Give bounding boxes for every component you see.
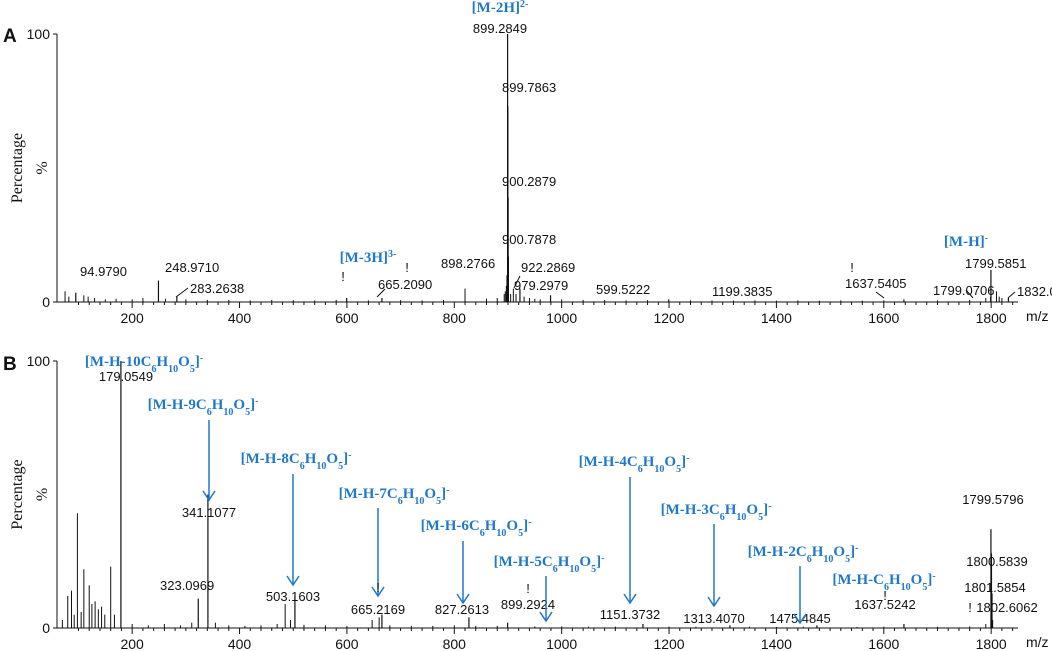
peak-label: 248.9710: [165, 260, 219, 275]
peak-label: 1637.5405: [845, 276, 906, 291]
peak-label: 94.9790: [80, 264, 127, 279]
leader-line: [1007, 291, 1016, 299]
arrow-head: [202, 490, 216, 502]
y-axis-symbol: %: [34, 488, 51, 501]
x-tick-label: 1200: [653, 310, 684, 326]
x-tick-label: 600: [335, 636, 359, 651]
peak-label: 1799.5796: [962, 492, 1023, 507]
peak-label: 898.2766: [441, 256, 495, 271]
x-tick-label: 1800: [976, 636, 1007, 651]
arrow-head: [456, 593, 470, 605]
y-axis-symbol: %: [34, 161, 51, 174]
ion-annotation: [M-3H]3-: [340, 249, 397, 267]
arrow-head: [286, 575, 300, 587]
leader-line: [376, 288, 386, 298]
exclamation-mark: !: [883, 588, 887, 603]
x-tick-label: 400: [228, 636, 252, 651]
x-tick-label: 800: [443, 636, 467, 651]
x-tick-label: 800: [443, 310, 467, 326]
fragment-annotation: [M-H-6C6H10O5]-: [421, 517, 532, 539]
x-tick-label: 1000: [546, 636, 577, 651]
ion-annotation: [M-2H]2-: [472, 0, 529, 16]
fragment-annotation: [M-H-7C6H10O5]-: [339, 485, 450, 507]
peak-label: 179.0549: [99, 369, 153, 384]
peak-label: 665.2169: [351, 602, 405, 617]
x-tick-label: 200: [120, 310, 144, 326]
leader-line: [513, 275, 521, 289]
panel-b: B 0 100 Percentage % 200 400 600 800 1000 1200 1400…: [3, 353, 1049, 651]
exclamation-mark: !: [405, 260, 409, 275]
fragment-annotation: [M-H-8C6H10O5]-: [241, 450, 352, 472]
peak-label: 1802.6062: [976, 600, 1037, 615]
fragment-annotation: [M-H-9C6H10O5]-: [148, 396, 259, 418]
peak-label: 1800.5839: [966, 554, 1027, 569]
fragment-annotation: [M-H-2C6H10O5]-: [748, 543, 859, 565]
peak-label: 1799.5851: [965, 256, 1026, 271]
x-tick-label: 200: [120, 636, 144, 651]
arrow-head: [623, 593, 637, 605]
fragment-annotation: [M-H-10C6H10O5]-: [85, 353, 203, 375]
arrow-head: [793, 613, 807, 625]
fragment-annotation: [M-H-3C6H10O5]-: [661, 501, 772, 523]
y-axis-label: Percentage: [9, 459, 26, 529]
fragment-annotation: [M-H-C6H10O5]-: [832, 571, 935, 593]
fragment-annotation: [M-H-5C6H10O5]-: [494, 553, 605, 575]
x-tick-label: 1000: [546, 310, 577, 326]
y-tick-label: 100: [27, 26, 51, 42]
x-tick-label: 1400: [761, 636, 792, 651]
exclamation-mark: !: [850, 260, 854, 275]
leader-line: [875, 291, 885, 299]
peak-label: 1832.0833: [1017, 284, 1052, 299]
peak-label: 283.2638: [190, 281, 244, 296]
exclamation-mark: !: [968, 600, 972, 615]
peak-label: 899.2924: [501, 597, 555, 612]
peak-label: 899.2849: [473, 21, 527, 36]
peak-label: 899.7863: [502, 80, 556, 95]
x-axis-label: m/z: [1026, 634, 1049, 650]
peak-label: 900.2879: [502, 174, 556, 189]
arrow-head: [539, 611, 553, 623]
peak-label: 1801.5854: [964, 580, 1025, 595]
peak-label: 323.0969: [160, 578, 214, 593]
x-tick-label: 1800: [976, 310, 1007, 326]
y-tick-label: 0: [42, 294, 50, 310]
panel-letter: B: [3, 354, 17, 375]
peak-label: 1637.5242: [854, 597, 915, 612]
x-axis-label: m/z: [1026, 308, 1049, 324]
x-tick-label: 400: [228, 310, 252, 326]
x-tick-label: 600: [335, 310, 359, 326]
fragment-annotation: [M-H-4C6H10O5]-: [579, 453, 690, 475]
y-tick-label: 0: [42, 620, 50, 636]
peak-label: 1151.3732: [600, 607, 661, 622]
peak-label: 922.2869: [521, 260, 575, 275]
y-tick-label: 100: [27, 353, 51, 369]
ion-annotation: [M-H]-: [944, 233, 988, 251]
peak-label: 503.1603: [266, 589, 320, 604]
peak-label: 1799.0706: [933, 283, 994, 298]
panel-letter: A: [3, 26, 17, 47]
peak-label: 1199.3835: [712, 284, 773, 299]
leader-line: [175, 287, 189, 298]
x-tick-label: 1600: [868, 310, 899, 326]
x-tick-label: 1200: [653, 636, 684, 651]
peak-label: 665.2090: [378, 277, 432, 292]
peak-label: 1313.4070: [683, 611, 744, 626]
x-tick-label: 1400: [761, 310, 792, 326]
peak-label: 979.2979: [514, 278, 568, 293]
exclamation-mark: !: [376, 580, 380, 595]
y-axis-label: Percentage: [9, 133, 26, 203]
peak-label: 599.5222: [596, 282, 650, 297]
leader-line: [965, 289, 974, 299]
peak-label: 341.1077: [182, 505, 236, 520]
x-tick-label: 1600: [868, 636, 899, 651]
peak-label: 827.2613: [435, 602, 489, 617]
exclamation-mark: !: [526, 581, 530, 596]
arrow-head: [371, 586, 385, 598]
peak-label: 900.7878: [502, 232, 556, 247]
exclamation-mark: !: [341, 269, 345, 284]
panel-a: A 0 100 Percentage % 200 400 600 800 1000 1200 1400…: [3, 0, 1052, 326]
arrow-head: [707, 596, 721, 608]
